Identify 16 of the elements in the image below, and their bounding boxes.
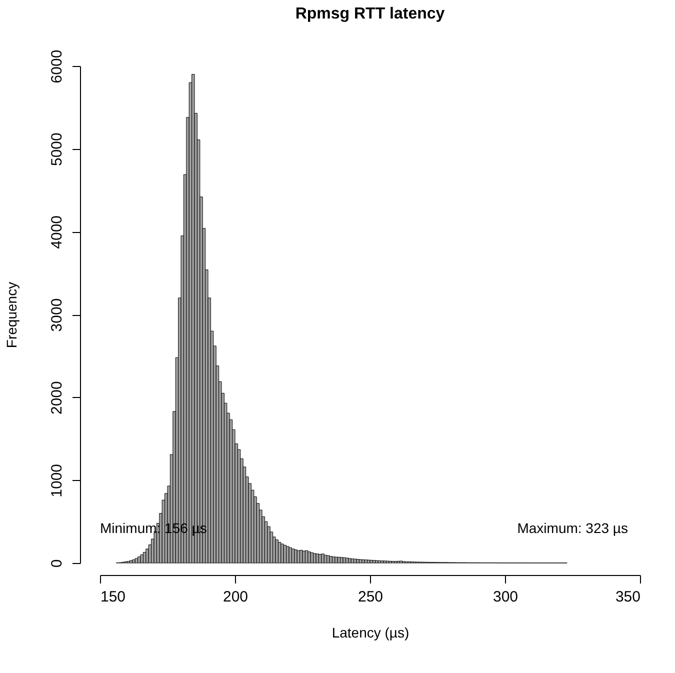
y-tick-label: 3000 [48, 298, 66, 332]
x-tick-label: 200 [222, 588, 248, 606]
y-tick-label: 0 [48, 559, 66, 568]
y-tick-label: 2000 [48, 381, 66, 415]
y-tick-label: 1000 [48, 464, 66, 498]
x-axis-title: Latency (µs) [332, 624, 410, 640]
x-tick-label: 350 [615, 588, 640, 606]
y-tick-label: 6000 [48, 50, 66, 84]
x-tick-label: 300 [492, 588, 518, 606]
chart-title: Rpmsg RTT latency [295, 5, 445, 22]
y-axis-title: Frequency [4, 282, 20, 348]
annotation: Maximum: 323 µs [517, 520, 628, 536]
x-tick-label: 150 [100, 588, 126, 606]
y-tick-label: 5000 [48, 132, 66, 166]
x-tick-label: 250 [358, 588, 384, 606]
y-tick-label: 4000 [48, 215, 66, 249]
